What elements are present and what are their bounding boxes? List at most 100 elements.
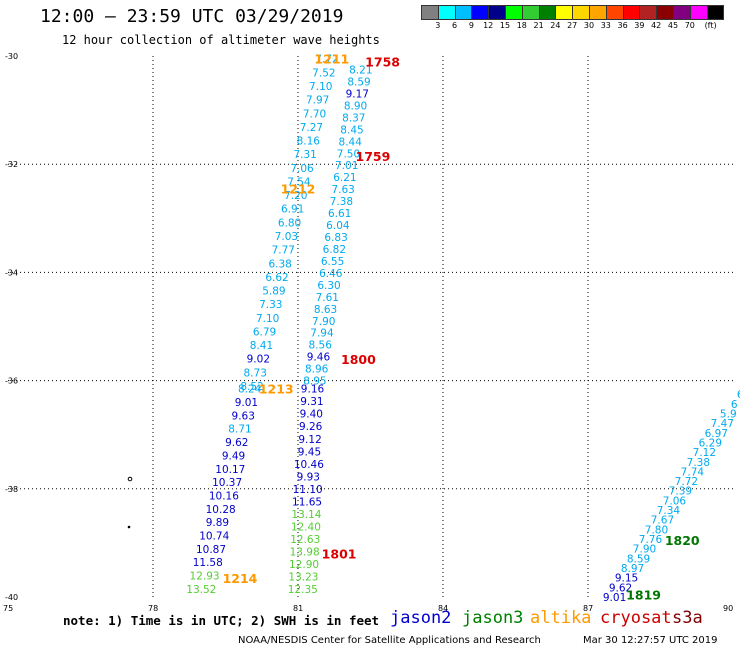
wave-height-value: 7.47 [711, 418, 734, 430]
wave-height-value: 9.49 [222, 450, 245, 462]
wave-height-value: 7.77 [272, 245, 295, 257]
color-scale-swatch [689, 5, 708, 20]
wave-height-value: 8.90 [344, 100, 367, 112]
latitude-label: -36 [5, 377, 18, 386]
wave-height-value: 9.31 [300, 396, 323, 408]
pass-time-label: 1758 [365, 54, 400, 69]
wave-height-value: 6.55 [321, 256, 344, 268]
wave-height-value: 7.74 [681, 466, 705, 478]
wave-height-value: 7.90 [633, 544, 656, 556]
wave-height-value: 7.54 [287, 176, 311, 188]
wave-height-value: 9.02 [247, 354, 270, 366]
wave-height-value: 8.59 [347, 76, 370, 88]
pass-time-label: 1213 [259, 382, 294, 397]
pass-time-label: 1212 [281, 182, 316, 197]
wave-height-value: 10.37 [212, 477, 242, 489]
color-scale-label: 24 [550, 21, 561, 30]
longitude-label: 87 [583, 604, 593, 613]
wave-height-value: 7.03 [275, 231, 298, 243]
color-scale-label: 12 [483, 21, 494, 30]
wave-height-value: 8.44 [339, 136, 363, 148]
color-scale-label: 33 [600, 21, 611, 30]
wave-height-value: 8.16 [297, 136, 321, 148]
grid-lines [8, 56, 733, 597]
wave-height-value: 12.93 [190, 571, 220, 583]
color-scale-label: 21 [533, 21, 544, 30]
latitude-label: -30 [5, 52, 18, 61]
island-marker [127, 525, 131, 529]
wave-height-value: 6.83 [324, 232, 347, 244]
wave-height-value: 8.45 [340, 124, 363, 136]
pass-time-label: 1800 [341, 352, 376, 367]
pass-time-label: 1819 [626, 587, 661, 602]
page-title: 12:00 — 23:59 UTC 03/29/2019 [40, 6, 344, 27]
latitude-label: -38 [5, 485, 18, 494]
longitude-label: 90 [723, 604, 733, 613]
wave-height-value: 6.97 [705, 428, 728, 440]
wave-height-value: 11.58 [193, 557, 223, 569]
wave-height-value: 5.89 [262, 286, 285, 298]
wave-height-value: 13.14 [291, 509, 321, 521]
wave-height-value: 9.01 [235, 397, 258, 409]
color-scale-label: 18 [516, 21, 527, 30]
wave-height-value: 7.67 [651, 515, 674, 527]
wave-height-value: 10.16 [209, 490, 239, 502]
wave-height-value: 12.63 [290, 534, 320, 546]
wave-height-value: 7.38 [330, 196, 353, 208]
wave-height-value: 9.93 [297, 471, 320, 483]
wave-height-value: 8.96 [305, 364, 329, 376]
wave-height-value: 7.97 [306, 95, 329, 107]
wave-height-value: 6.91 [281, 204, 304, 216]
page-subtitle: 12 hour collection of altimeter wave hei… [62, 33, 380, 47]
color-scale-swatch [572, 5, 590, 20]
wave-height-value: 6.38 [268, 258, 291, 270]
wave-height-value: 12.90 [289, 559, 319, 571]
wave-height-value: 9.46 [307, 352, 331, 364]
wave-height-value: 7.10 [309, 81, 332, 93]
color-scale-label: 39 [634, 21, 645, 30]
color-scale-label: 45 [667, 21, 679, 30]
units-note: note: 1) Time is in UTC; 2) SWH is in fe… [63, 613, 380, 628]
color-scale-swatch [672, 5, 691, 20]
wave-height-value: 8.95 [303, 376, 326, 388]
wave-height-value: 7.34 [657, 505, 681, 517]
pass-time-label: 1759 [356, 149, 391, 164]
wave-height-value: 7.94 [310, 328, 334, 340]
color-scale-bar [421, 5, 725, 20]
color-scale-swatch [656, 5, 674, 20]
color-scale-swatch [504, 5, 523, 20]
wave-height-value: 6.29 [699, 437, 722, 449]
longitude-label: 78 [148, 604, 158, 613]
color-scale-label: (ft) [704, 21, 717, 30]
wave-height-value: 6.61 [328, 208, 351, 220]
wave-height-value: 7.61 [316, 292, 339, 304]
wave-height-value: 8.52 [240, 381, 263, 393]
wave-height-value: 8.21 [349, 65, 372, 77]
wave-height-value: 13.98 [290, 546, 320, 558]
wave-height-value: 9.45 [298, 446, 321, 458]
wave-height-value: 8.37 [342, 112, 365, 124]
wave-height-value: 10.17 [215, 464, 245, 476]
wave-height-value: 7.63 [331, 184, 354, 196]
wave-height-value: 8.97 [621, 563, 644, 575]
wave-height-value: 7.06 [290, 163, 314, 175]
wave-height-value: 8.56 [309, 340, 333, 352]
wave-height-value: 7.01 [335, 160, 358, 172]
legend-item-jason3: jason3 [462, 608, 524, 628]
longitude-label: 81 [293, 604, 303, 613]
color-scale-swatch [639, 5, 658, 20]
wave-height-value: 7.06 [663, 495, 687, 507]
wave-height-value: 11.10 [293, 484, 323, 496]
longitude-label: 75 [3, 604, 13, 613]
color-scale-swatch [706, 5, 725, 20]
color-scale-swatch [454, 5, 473, 20]
legend-item-altika: altika [530, 608, 592, 628]
pass-time-label: 1801 [322, 547, 357, 562]
wave-height-value: 9.15 [615, 573, 638, 585]
wave-height-value: 9.89 [206, 517, 229, 529]
color-scale-label: 30 [583, 21, 595, 30]
color-scale-swatch [437, 5, 456, 20]
color-scale-labels: 3 6 9 12 15 18 21 24 27 30 33 36 39 42 45 70 (ft) [421, 21, 740, 33]
axis-labels: -30 -32 -34 -36 -38 -40 75 78 81 84 87 90 [3, 52, 733, 613]
wave-height-value: 8.73 [244, 367, 267, 379]
